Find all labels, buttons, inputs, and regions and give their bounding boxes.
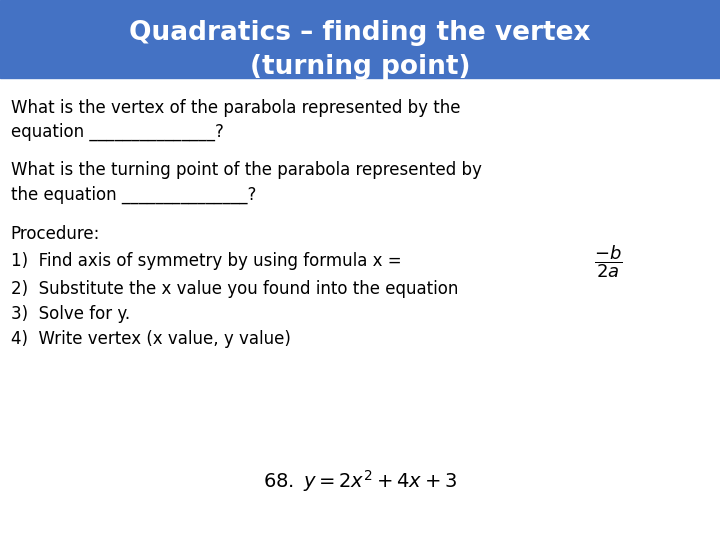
Text: the equation _______________?: the equation _______________? (11, 185, 256, 204)
Text: $\dfrac{-b}{2a}$: $\dfrac{-b}{2a}$ (594, 243, 623, 280)
Text: What is the turning point of the parabola represented by: What is the turning point of the parabol… (11, 161, 482, 179)
Text: 2)  Substitute the x value you found into the equation: 2) Substitute the x value you found into… (11, 280, 458, 299)
Text: Quadratics – finding the vertex: Quadratics – finding the vertex (130, 21, 590, 46)
Text: Procedure:: Procedure: (11, 225, 100, 244)
Text: equation _______________?: equation _______________? (11, 123, 224, 141)
Text: 1)  Find axis of symmetry by using formula x =: 1) Find axis of symmetry by using formul… (11, 252, 402, 271)
Text: What is the vertex of the parabola represented by the: What is the vertex of the parabola repre… (11, 99, 460, 117)
Text: 3)  Solve for y.: 3) Solve for y. (11, 305, 130, 323)
Text: (turning point): (turning point) (250, 54, 470, 80)
Text: 4)  Write vertex (x value, y value): 4) Write vertex (x value, y value) (11, 330, 291, 348)
Text: $68.\; y = 2x^2 + 4x + 3$: $68.\; y = 2x^2 + 4x + 3$ (263, 468, 457, 494)
FancyBboxPatch shape (0, 0, 720, 78)
